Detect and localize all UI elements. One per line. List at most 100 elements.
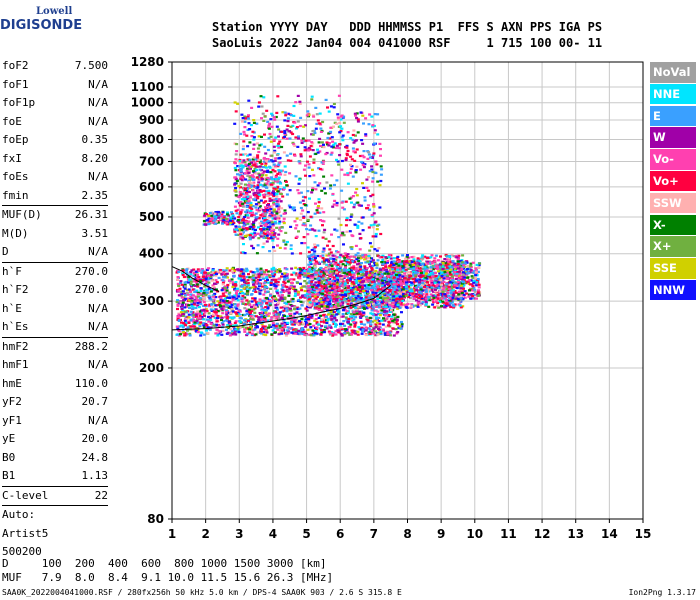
echo-dot: [231, 316, 235, 320]
echo-dot: [220, 289, 224, 292]
echo-dot: [312, 283, 316, 286]
echo-dot: [352, 305, 356, 308]
echo-dot: [272, 316, 276, 319]
echo-dot: [260, 305, 264, 308]
echo-dot: [431, 273, 435, 276]
echo-dot: [271, 295, 274, 298]
echo-dot: [221, 287, 225, 290]
echo-dot: [206, 278, 210, 281]
echo-dot: [235, 314, 239, 317]
echo-dot: [225, 267, 229, 270]
echo-dot: [454, 282, 458, 285]
echo-dot: [188, 297, 192, 301]
echo-dot: [304, 318, 308, 321]
echo-dot: [333, 290, 337, 293]
echo-dot: [423, 285, 426, 289]
echo-dot: [339, 253, 343, 256]
echo-dot: [371, 320, 375, 323]
echo-dot: [223, 297, 227, 300]
echo-dot: [249, 328, 253, 331]
echo-dot: [378, 322, 382, 325]
echo-dot: [306, 302, 310, 305]
echo-dot: [292, 271, 296, 274]
echo-dot: [210, 309, 214, 312]
echo-dot: [334, 258, 338, 261]
echo-dot: [399, 287, 403, 290]
echo-dot: [458, 281, 462, 284]
echo-dot: [452, 298, 456, 301]
echo-dot: [392, 321, 396, 324]
echo-dot: [394, 328, 398, 331]
echo-dot: [350, 329, 354, 332]
echo-dot: [449, 289, 453, 292]
echo-dot: [358, 268, 362, 271]
echo-dot: [476, 277, 480, 281]
echo-dot: [392, 313, 396, 317]
echo-dot: [322, 268, 326, 271]
echo-dot: [349, 269, 353, 272]
echo-dot: [256, 210, 260, 213]
echo-dot: [449, 305, 453, 309]
echo-dot: [437, 306, 441, 309]
echo-dot: [346, 268, 350, 271]
echo-dot: [325, 263, 329, 266]
echo-dot: [257, 201, 261, 204]
echo-dot: [383, 279, 387, 282]
echo-dot: [384, 305, 388, 308]
echo-dot: [263, 271, 266, 274]
echo-dot: [338, 297, 341, 300]
echo-dot: [383, 304, 387, 307]
echo-dot: [234, 293, 238, 296]
echo-dot: [354, 330, 358, 333]
echo-dot: [315, 326, 319, 329]
echo-dot: [212, 295, 216, 298]
echo-dot: [300, 295, 304, 299]
echo-dot: [357, 262, 361, 265]
echo-dot: [419, 276, 423, 279]
echo-dot: [355, 308, 359, 311]
echo-dot: [225, 319, 228, 322]
echo-dot: [350, 284, 353, 287]
echo-dot: [392, 283, 396, 286]
echo-dot: [191, 278, 195, 281]
echo-dot: [340, 276, 344, 279]
echo-dot: [322, 321, 326, 324]
echo-dot: [246, 303, 250, 306]
echo-dot: [443, 270, 447, 274]
echo-dot: [220, 273, 224, 276]
echo-dot: [316, 254, 320, 258]
echo-dot: [386, 272, 390, 275]
echo-dot: [312, 302, 316, 305]
echo-dot: [192, 274, 196, 277]
echo-dot: [346, 270, 350, 273]
echo-dot: [380, 299, 384, 302]
echo-dot: [376, 297, 380, 300]
echo-dot: [432, 268, 435, 271]
echo-dot: [219, 305, 223, 308]
echo-dot: [373, 300, 377, 303]
echo-dot: [417, 284, 421, 287]
echo-dot: [425, 293, 429, 296]
echo-dot: [404, 268, 408, 271]
echo-dot: [460, 261, 464, 264]
echo-dot: [334, 325, 337, 328]
echo-dot: [471, 297, 475, 300]
echo-dot: [361, 330, 364, 333]
echo-dot: [348, 267, 352, 270]
echo-dot: [189, 295, 193, 299]
echo-dot: [292, 320, 296, 323]
echo-dot: [357, 259, 361, 263]
echo-dot: [441, 288, 445, 291]
echo-dot: [304, 293, 307, 297]
echo-dot: [196, 268, 200, 271]
echo-dot: [330, 264, 334, 268]
echo-dot: [324, 277, 328, 280]
echo-dot: [393, 285, 397, 288]
echo-dot: [270, 199, 274, 202]
echo-dot: [220, 333, 224, 336]
echo-dot: [446, 263, 450, 266]
echo-dot: [347, 294, 351, 297]
echo-dot: [394, 303, 398, 306]
echo-dot: [341, 260, 345, 263]
echo-dot: [307, 288, 311, 291]
